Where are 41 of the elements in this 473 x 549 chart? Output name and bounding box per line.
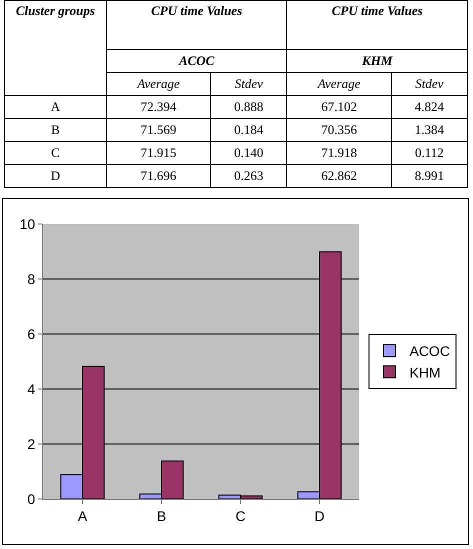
text: Stdev	[391, 72, 468, 96]
y-tick-label: 6	[27, 326, 36, 342]
category-label: C	[4, 142, 106, 164]
data-label: 71.696	[106, 164, 211, 188]
legend-label: KHM	[409, 364, 441, 380]
data-label: 0.888	[210, 96, 287, 118]
y-tick-label: 8	[27, 270, 36, 287]
y-tick-label: 10	[20, 216, 36, 232]
data-label: 67.102	[286, 96, 392, 118]
text: CPU time Values	[106, 0, 287, 50]
text: KHM	[286, 50, 468, 72]
data-label: 71.915	[106, 142, 211, 164]
category-label: D	[4, 164, 106, 188]
x-tick-label: A	[78, 508, 88, 524]
category-label: A	[4, 96, 106, 118]
text: Cluster groups	[4, 0, 106, 96]
data-label: 70.356	[286, 118, 392, 142]
data-label: 71.918	[286, 142, 392, 164]
data-label: 0.112	[391, 142, 468, 164]
text: ACOC	[106, 50, 287, 72]
category-label: B	[4, 118, 106, 142]
x-tick-label: B	[156, 508, 166, 524]
text: Average	[286, 72, 392, 96]
text: Average	[106, 72, 211, 96]
x-tick-label: D	[314, 508, 325, 524]
y-tick-label: 4	[27, 380, 36, 397]
text: Stdev	[210, 72, 287, 96]
data-label: 72.394	[106, 96, 211, 118]
data-label: 0.263	[210, 164, 287, 188]
data-label: 62.862	[286, 164, 392, 188]
y-tick-label: 2	[27, 436, 36, 452]
data-label: 1.384	[391, 118, 468, 142]
data-label: 0.140	[210, 142, 287, 164]
data-label: 0.184	[210, 118, 287, 142]
y-tick-label: 0	[27, 490, 36, 507]
x-tick-label: C	[235, 508, 246, 524]
data-label: 71.569	[106, 118, 211, 142]
text: CPU time Values	[286, 0, 468, 50]
legend-label: ACOC	[409, 343, 450, 360]
data-label: 4.824	[391, 96, 468, 118]
data-label: 8.991	[391, 164, 468, 188]
